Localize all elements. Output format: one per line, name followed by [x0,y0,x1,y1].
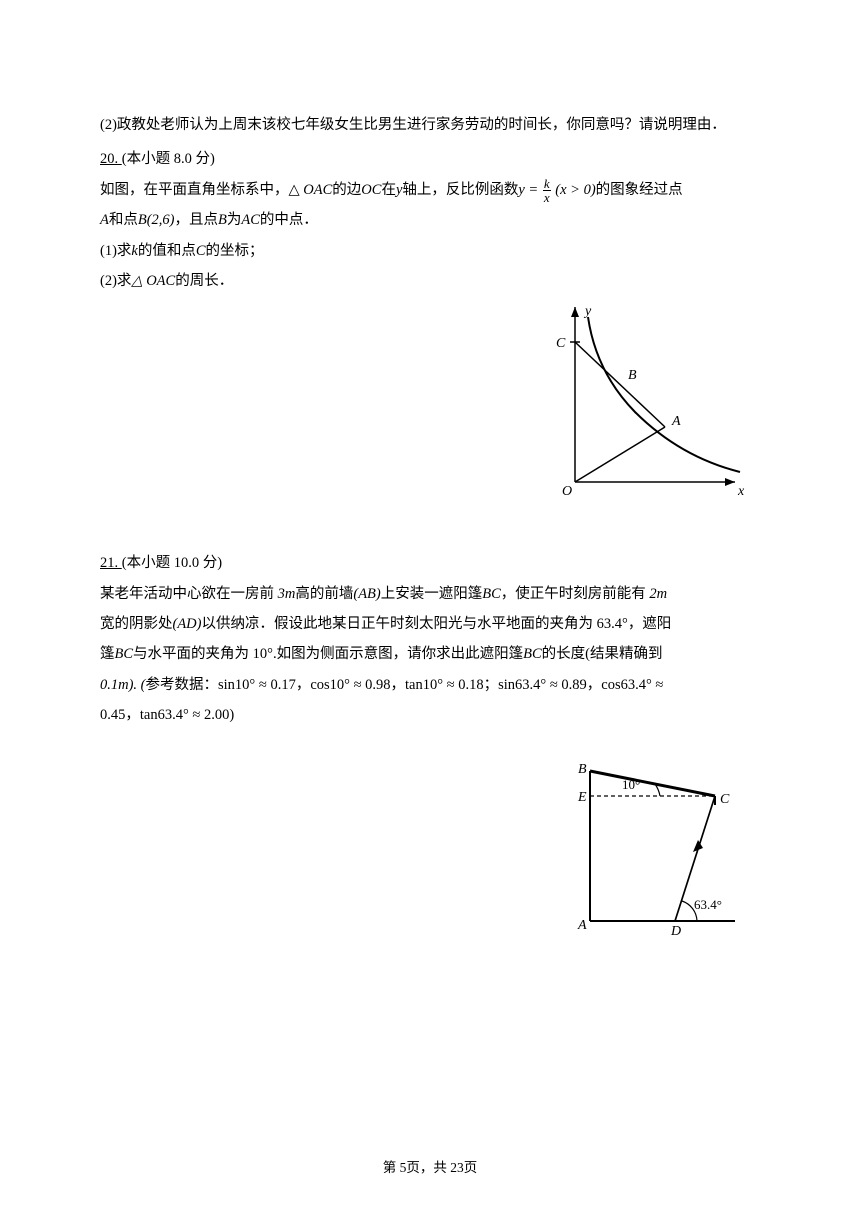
text: 2m [649,586,667,602]
text: 10° [253,646,273,662]
text: y = [518,182,541,198]
text: AC [241,212,260,228]
coordinate-chart: y x C B A O [540,297,750,507]
q20-header: 20. (本小题 8.0 分) [100,144,760,174]
text: ，使正午时刻房前能有 [501,586,650,602]
text: 参考数据： [146,677,219,693]
text: C [196,243,206,259]
text: 的边 [332,182,361,198]
text: △ [289,182,304,198]
text: OC [361,182,381,198]
text: BC [115,646,134,662]
text: 高的前墙 [295,586,353,602]
text: ，遮阳 [628,616,672,632]
q21-line2: 宽的阴影处(AD)以供纳凉．假设此地某日正午时刻太阳光与水平地面的夹角为 63.… [100,609,760,639]
q21-header: 21. (本小题 10.0 分) [100,548,760,578]
q20-score: (本小题 8.0 分) [122,151,215,167]
q21-score: (本小题 10.0 分) [122,555,222,571]
text: 和点 [109,212,138,228]
svg-text:C: C [720,792,730,807]
text: 篷 [100,646,115,662]
text: A [100,212,109,228]
text: 为 [227,212,242,228]
q21-line4: 0.1m). (参考数据：sin10° ≈ 0.17，cos10° ≈ 0.98… [100,670,760,700]
svg-text:C: C [556,336,566,351]
text: 上安装一遮阳篷 [381,586,483,602]
text: sin10° ≈ 0.17，cos10° ≈ 0.98，tan10° ≈ 0.1… [218,677,663,693]
text: (AB) [353,586,380,602]
text: BC [523,646,542,662]
numerator: k [543,177,551,191]
text: 某老年活动中心欲在一房前 [100,586,278,602]
awning-diagram: B E C A D 10° 63.4° [560,751,750,946]
text: 与水平面的夹角为 [133,646,253,662]
footer-text: 第 [383,1160,400,1175]
q21-line1: 某老年活动中心欲在一房前 3m高的前墙(AB)上安装一遮阳篷BC，使正午时刻房前… [100,579,760,609]
footer-total: 23 [450,1160,464,1175]
svg-text:E: E [577,790,587,805]
q20-number: 20. [100,151,122,167]
text: 的长度(结果精确到 [542,646,663,662]
q21-number: 21. [100,555,122,571]
svg-text:y: y [583,304,592,319]
text: 0.1m). ( [100,677,146,693]
q20-diagram: y x C B A O [100,297,750,518]
text: 63.4° [597,616,628,632]
text: 轴上，反比例函数 [402,182,518,198]
footer-text: 页，共 [406,1160,450,1175]
text: OAC [303,182,332,198]
svg-text:A: A [577,918,587,933]
text: B(2,6) [138,212,175,228]
text: .如图为侧面示意图，请你求出此遮阳篷 [273,646,523,662]
q21-line3: 篷BC与水平面的夹角为 10°.如图为侧面示意图，请你求出此遮阳篷BC的长度(结… [100,639,760,669]
q20-body-line2: A和点B(2,6)，且点B为AC的中点． [100,205,760,235]
svg-text:B: B [578,762,587,777]
text: tan63.4° ≈ 2.00) [140,707,234,723]
svg-text:D: D [670,924,681,939]
text: 的坐标； [206,243,264,259]
text: 宽的阴影处 [100,616,173,632]
svg-text:A: A [671,414,681,429]
text: 3m [278,586,296,602]
fraction: kx [543,177,551,204]
svg-text:x: x [737,484,745,499]
svg-text:O: O [562,484,572,499]
text: B [218,212,227,228]
text: 如图，在平面直角坐标系中， [100,182,289,198]
text: 的中点． [260,212,318,228]
text: △ OAC [131,273,175,289]
q20-part2: (2)求△ OAC的周长． [100,266,760,296]
text: 的图象经过点 [596,182,683,198]
text: 的值和点 [138,243,196,259]
denominator: x [543,191,551,204]
svg-text:10°: 10° [622,777,640,792]
text: (1)求 [100,243,131,259]
text: ，且点 [175,212,219,228]
text: 在 [381,182,396,198]
text: 的周长． [175,273,233,289]
q19-part2: (2)政教处老师认为上周末该校七年级女生比男生进行家务劳动的时间长，你同意吗？请… [100,110,760,140]
q21-line5: 0.45，tan63.4° ≈ 2.00) [100,700,760,730]
svg-text:63.4°: 63.4° [694,897,722,912]
q20-body-line1: 如图，在平面直角坐标系中，△ OAC的边OC在y轴上，反比例函数y = kx (… [100,175,760,205]
footer-text: 页 [464,1160,478,1175]
page-content: (2)政教处老师认为上周末该校七年级女生比男生进行家务劳动的时间长，你同意吗？请… [0,0,860,957]
q21-diagram: B E C A D 10° 63.4° [100,751,750,957]
q20-part1: (1)求k的值和点C的坐标； [100,236,760,266]
text: 0.45， [100,707,140,723]
page-footer: 第 5页，共 23页 [0,1156,860,1176]
text: (AD) [173,616,202,632]
text: 以供纳凉．假设此地某日正午时刻太阳光与水平地面的夹角为 [202,616,597,632]
text: BC [482,586,501,602]
text: (2)求 [100,273,131,289]
text: (x > 0) [555,182,595,198]
svg-text:B: B [628,368,637,383]
